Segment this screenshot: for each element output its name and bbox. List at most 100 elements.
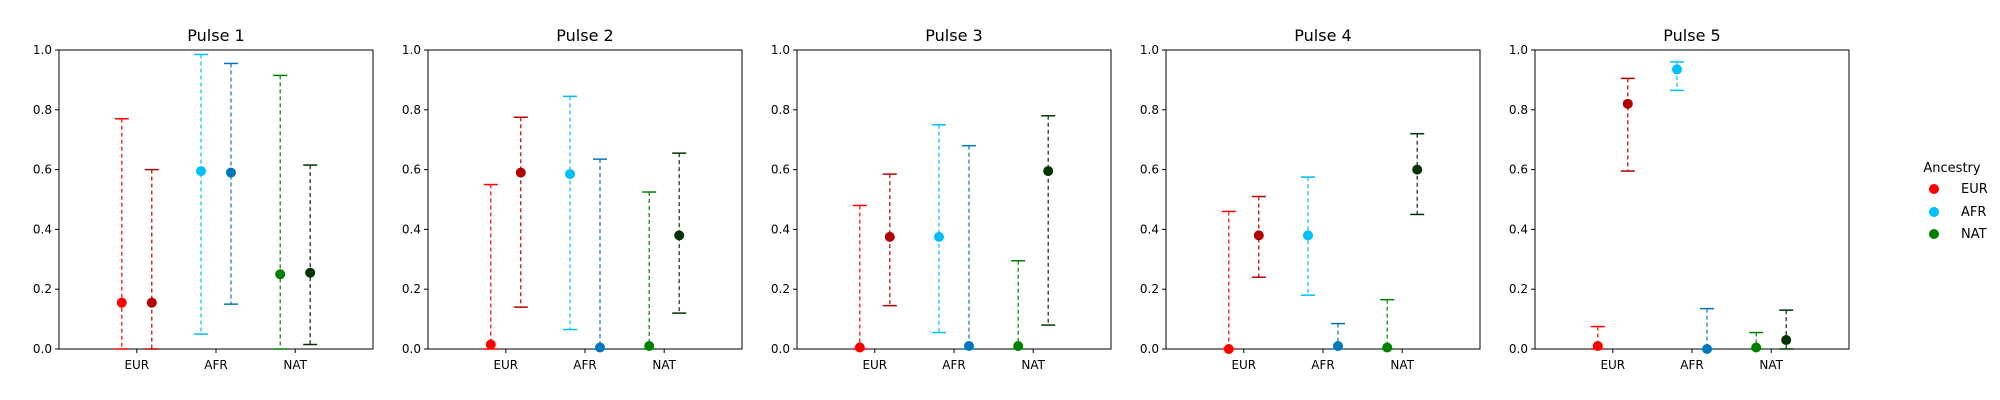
y-tick-label: 0.8 <box>33 103 52 117</box>
chart-title: Pulse 3 <box>925 26 982 45</box>
y-tick-label: 1.0 <box>402 43 421 57</box>
data-point <box>1303 230 1313 241</box>
errorbar-afr-2 <box>962 144 976 352</box>
errorbar-afr-2 <box>1331 322 1345 352</box>
legend-entry-nat: NAT <box>1929 227 1987 242</box>
data-point <box>674 230 685 241</box>
x-tick-label: AFR <box>942 358 965 372</box>
errorbar-nat-1 <box>1011 260 1026 352</box>
plot-frame <box>427 49 743 350</box>
data-point <box>1013 341 1024 352</box>
y-tick-label: 0.6 <box>771 163 790 177</box>
plot-frame <box>796 49 1112 350</box>
chart-panel-5: Pulse 5 0.0 0.2 0.4 0.6 0.8 1.0 EUR AFR NAT <box>1509 26 1850 372</box>
data-point <box>515 167 526 178</box>
data-point <box>1253 230 1264 241</box>
errorbar-eur-1 <box>114 118 129 350</box>
data-point <box>275 269 286 280</box>
x-tick-label: NAT <box>1021 358 1045 372</box>
y-tick-label: 0.6 <box>1140 163 1159 177</box>
y-tick-label: 0.0 <box>1509 342 1528 356</box>
errorbar-eur-1 <box>1221 210 1236 354</box>
x-tick-label: NAT <box>1759 358 1783 372</box>
errorbar-nat-1 <box>1749 331 1764 353</box>
plot-frame <box>58 49 374 350</box>
data-point <box>934 231 944 242</box>
errorbar-afr-2 <box>593 158 607 353</box>
legend-marker-nat <box>1929 229 1939 239</box>
errorbar-eur-1 <box>1590 325 1605 352</box>
data-point <box>226 167 236 178</box>
errorbar-nat-2 <box>1410 132 1425 216</box>
data-point <box>1781 335 1792 346</box>
legend-label-eur: EUR <box>1961 182 1988 197</box>
y-tick-label: 0.4 <box>33 222 52 236</box>
errorbar-nat-1 <box>1380 298 1395 353</box>
chart-title: Pulse 2 <box>556 26 613 45</box>
errorbar-eur-2 <box>1251 195 1266 278</box>
data-point <box>1702 344 1712 354</box>
y-tick-label: 0.2 <box>1140 282 1159 296</box>
data-point <box>196 166 206 177</box>
plot-frame <box>1165 49 1481 350</box>
errorbar-afr-1 <box>1670 61 1684 92</box>
y-tick-label: 1.0 <box>1140 43 1159 57</box>
legend-marker-eur <box>1929 184 1939 194</box>
errorbar-nat-1 <box>273 74 288 350</box>
x-tick-label: AFR <box>204 358 227 372</box>
chart-title: Pulse 4 <box>1294 26 1351 45</box>
chart-title: Pulse 5 <box>1663 26 1720 45</box>
y-tick-label: 0.4 <box>1509 222 1528 236</box>
chart-panel-2: Pulse 2 0.0 0.2 0.4 0.6 0.8 1.0 EUR AFR NAT <box>402 26 743 372</box>
x-tick-label: NAT <box>652 358 676 372</box>
y-tick-label: 0.0 <box>33 342 52 356</box>
errorbar-eur-2 <box>513 116 528 308</box>
legend: Ancestry EUR AFR NAT <box>1923 161 1987 242</box>
y-tick-label: 0.6 <box>1509 163 1528 177</box>
errorbar-eur-1 <box>852 204 867 353</box>
y-tick-label: 0.4 <box>1140 222 1159 236</box>
legend-label-nat: NAT <box>1961 227 1987 242</box>
chart-panel-1: Pulse 1 0.0 0.2 0.4 0.6 0.8 1.0 EUR AFR NAT <box>33 26 374 372</box>
x-tick-label: AFR <box>1680 358 1703 372</box>
y-tick-label: 0.2 <box>402 282 421 296</box>
y-tick-label: 0.8 <box>771 103 790 117</box>
x-tick-label: EUR <box>1600 358 1625 372</box>
legend-entry-afr: AFR <box>1929 205 1986 220</box>
y-tick-label: 0.0 <box>402 342 421 356</box>
errorbar-afr-1 <box>194 53 208 335</box>
data-point <box>854 342 865 353</box>
x-tick-label: EUR <box>124 358 149 372</box>
data-point <box>1333 341 1343 352</box>
y-tick-label: 1.0 <box>771 43 790 57</box>
data-point <box>146 297 157 308</box>
errorbar-nat-2 <box>1041 115 1056 326</box>
data-point <box>1672 64 1682 75</box>
y-tick-label: 0.0 <box>1140 342 1159 356</box>
legend-label-afr: AFR <box>1961 205 1986 220</box>
errorbar-afr-2 <box>1700 307 1714 354</box>
data-point <box>485 339 496 350</box>
y-tick-label: 1.0 <box>1509 43 1528 57</box>
data-point <box>1412 164 1423 175</box>
errorbar-eur-2 <box>1620 77 1635 172</box>
x-tick-label: AFR <box>1311 358 1334 372</box>
errorbar-eur-2 <box>882 173 897 307</box>
y-tick-label: 0.2 <box>771 282 790 296</box>
errorbar-nat-2 <box>1779 309 1794 350</box>
legend-marker-afr <box>1929 207 1939 217</box>
errorbar-nat-2 <box>303 164 318 346</box>
errorbar-nat-2 <box>672 152 687 314</box>
y-tick-label: 0.4 <box>402 222 421 236</box>
data-point <box>884 231 895 242</box>
errorbar-afr-1 <box>563 95 577 331</box>
data-point <box>1622 98 1633 109</box>
data-point <box>565 169 575 180</box>
x-tick-label: AFR <box>573 358 596 372</box>
chart-panel-4: Pulse 4 0.0 0.2 0.4 0.6 0.8 1.0 EUR AFR NAT <box>1140 26 1481 372</box>
y-tick-label: 0.6 <box>33 163 52 177</box>
y-tick-label: 0.8 <box>1140 103 1159 117</box>
errorbar-afr-1 <box>1301 176 1315 296</box>
